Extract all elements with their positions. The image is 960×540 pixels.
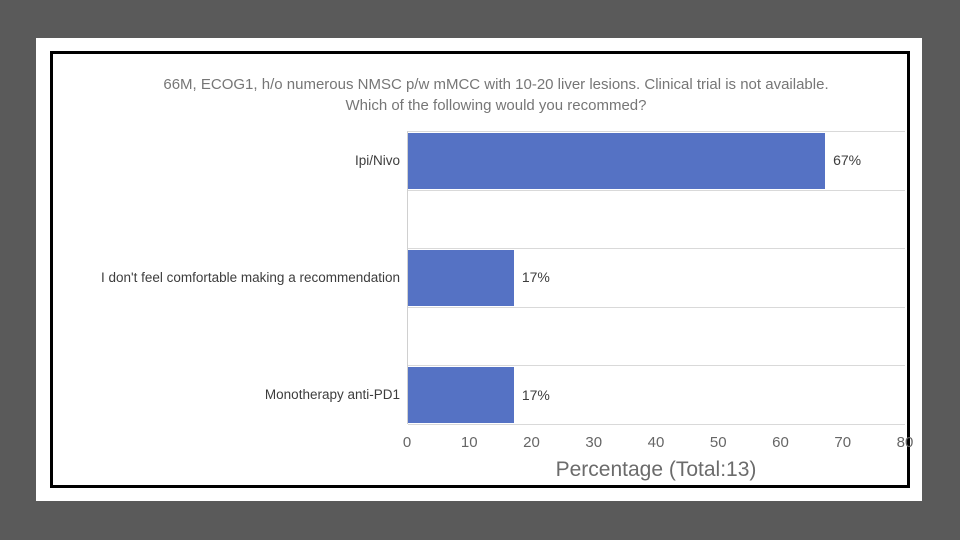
x-tick-label: 70 — [834, 434, 852, 451]
bar — [408, 249, 514, 306]
category-label: I don't feel comfortable making a recomm… — [101, 269, 400, 285]
bar-value-label: 17% — [521, 269, 550, 286]
x-tick-label: 10 — [460, 434, 478, 451]
bar-value-label: 67% — [833, 152, 862, 169]
plot-area: 67% 17% 17% — [407, 131, 905, 425]
chart-title: 66M, ECOG1, h/o numerous NMSC p/w mMCC w… — [163, 76, 829, 114]
bar — [408, 132, 826, 189]
x-axis-title: Percentage (Total:13) — [555, 458, 757, 481]
category-axis-labels: Ipi/Nivo I don't feel comfortable making … — [73, 131, 400, 424]
gridline — [408, 365, 905, 366]
gridline — [408, 424, 905, 425]
presentation-slide: 66M, ECOG1, h/o numerous NMSC p/w mMCC w… — [36, 38, 922, 501]
x-tick-label: 30 — [585, 434, 603, 451]
bar-value-label: 17% — [521, 386, 550, 403]
gridline — [408, 307, 905, 308]
bar — [408, 366, 514, 423]
x-tick-label: 40 — [647, 434, 665, 451]
gridline — [408, 248, 905, 249]
x-axis-ticks: 0 10 20 30 40 50 60 70 80 — [403, 434, 914, 454]
x-tick-label: 60 — [772, 434, 789, 451]
chart-frame: 66M, ECOG1, h/o numerous NMSC p/w mMCC w… — [50, 51, 914, 488]
gridline — [408, 131, 905, 132]
gridline — [408, 190, 905, 191]
x-tick-label: 0 — [402, 434, 412, 451]
x-tick-label: 80 — [896, 434, 914, 451]
x-tick-label: 50 — [709, 434, 727, 451]
x-tick-label: 20 — [523, 434, 540, 451]
category-label: Monotherapy anti-PD1 — [264, 387, 400, 403]
category-label: Ipi/Nivo — [354, 152, 400, 168]
